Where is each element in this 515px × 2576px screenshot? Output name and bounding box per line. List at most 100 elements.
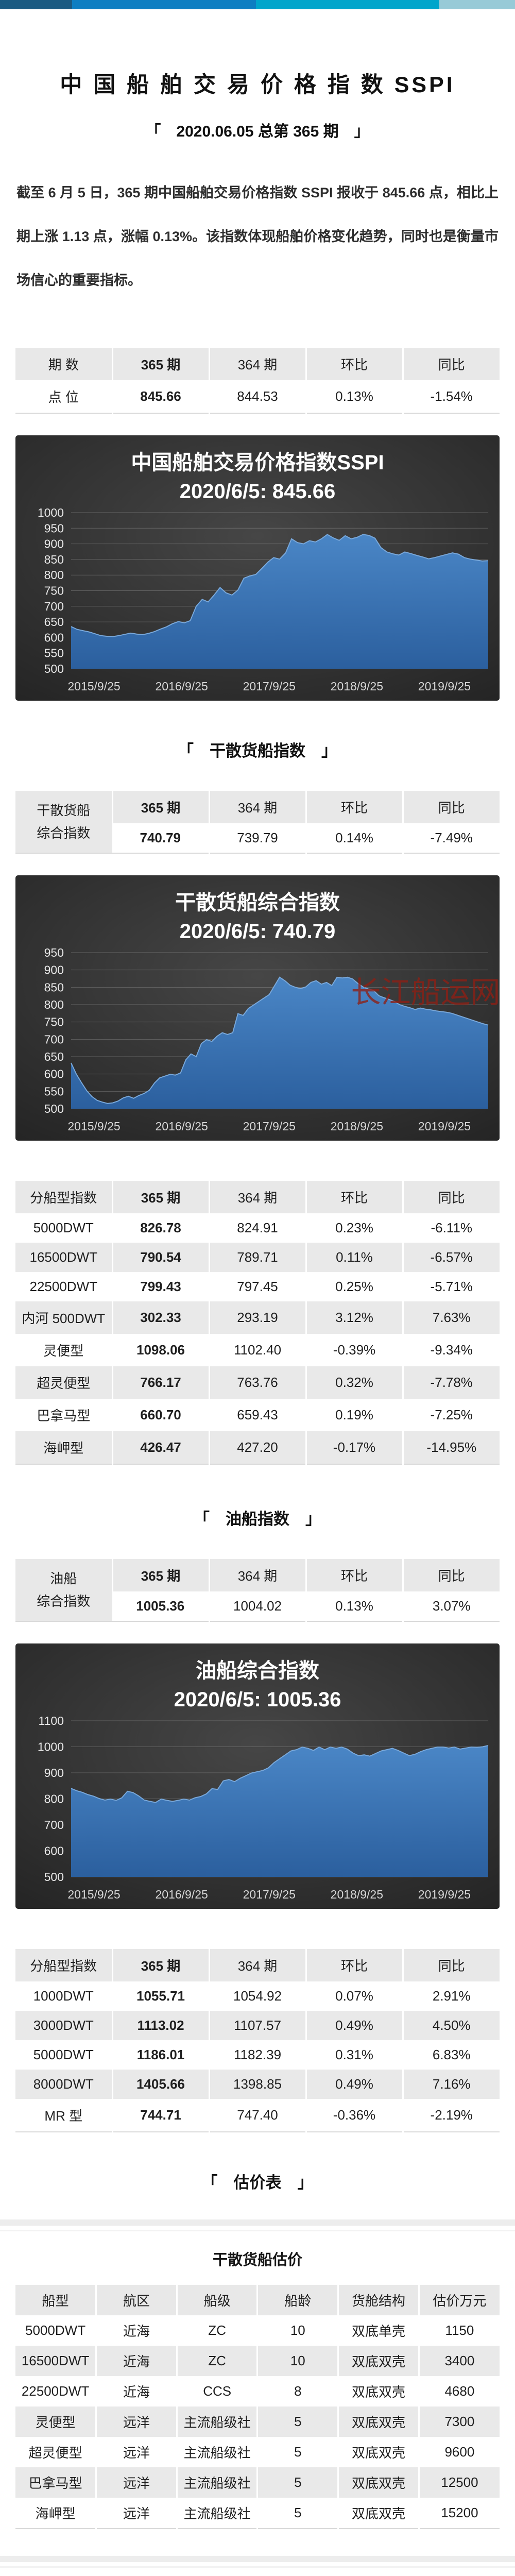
dry-bulk-composite-table: 干散货船 综合指数 365 期 364 期环比 同比 740.79 739.79 0.14% -…: [15, 791, 500, 854]
table-row: 海岬型 远洋 主流船级社 5 双底双壳 15200: [15, 2498, 500, 2529]
svg-text:2015/9/25: 2015/9/25: [67, 680, 120, 693]
table-cell: ZC: [176, 2346, 258, 2376]
table-cell: 9600: [418, 2437, 500, 2467]
table-cell: 近海: [95, 2376, 177, 2406]
table-cell: 点 位: [48, 389, 79, 405]
table-row: 1000DWT 1055.71 1054.92 0.07% 2.91%: [15, 1981, 500, 2011]
table-cell: 364 期: [208, 791, 306, 823]
table-cell: 同比: [402, 1181, 500, 1213]
svg-text:550: 550: [44, 647, 64, 660]
svg-text:2020/6/5: 845.66: 2020/6/5: 845.66: [180, 480, 335, 503]
composite-index-label: 干散货船 综合指数: [15, 791, 112, 853]
table-cell: 同比: [402, 348, 500, 380]
table-cell: 7.63%: [402, 1301, 500, 1334]
table-cell: 365 期: [111, 348, 209, 380]
table-row: 超灵便型 远洋 主流船级社 5 双底双壳 9600: [15, 2437, 500, 2467]
svg-text:850: 850: [44, 553, 64, 566]
table-cell: 364 期: [208, 348, 306, 380]
table-cell: 估价万元: [418, 2285, 500, 2315]
svg-text:2017/9/25: 2017/9/25: [243, 680, 296, 693]
svg-text:2018/9/25: 2018/9/25: [331, 1888, 383, 1901]
svg-text:650: 650: [44, 615, 64, 629]
table-cell: 826.78: [111, 1213, 209, 1243]
table-cell: 1102.40: [208, 1334, 306, 1366]
sspi-chart: 中国船舶交易价格指数SSPI 2020/6/5: 845.66 500 550 600 6…: [15, 435, 500, 701]
table-cell: -6.57%: [402, 1243, 500, 1272]
table-row: 5000DWT 826.78 824.91 0.23% -6.11%: [15, 1213, 500, 1243]
table-cell: 7.16%: [402, 2070, 500, 2099]
svg-text:2019/9/25: 2019/9/25: [418, 680, 471, 693]
table-cell: -7.25%: [402, 1399, 500, 1431]
table-cell: 分船型指数: [15, 1949, 112, 1981]
table-cell: 5000DWT: [25, 2323, 86, 2338]
table-cell: MR 型: [44, 2108, 83, 2124]
table-cell: 0.23%: [305, 1213, 403, 1243]
svg-text:650: 650: [44, 1050, 64, 1063]
table-cell: 0.11%: [305, 1243, 403, 1272]
table-cell: 1150: [418, 2315, 500, 2346]
table-cell: 16500DWT: [15, 1243, 112, 1272]
svg-text:950: 950: [44, 521, 64, 535]
table-cell: 5000DWT: [33, 1220, 94, 1235]
oil-chart-wrap: 油船综合指数 2020/6/5: 1005.36 500 600 700 800 900 10…: [0, 1643, 515, 1909]
table-cell: 293.19: [208, 1301, 306, 1334]
table-cell: 灵便型: [43, 1343, 84, 1359]
table-row: 灵便型 1098.06 1102.40 -0.39% -9.34%: [15, 1334, 500, 1366]
svg-text:2019/9/25: 2019/9/25: [418, 1888, 471, 1901]
table-cell: 0.13%: [305, 1591, 403, 1621]
table-cell: 4680: [418, 2376, 500, 2406]
table-cell: 海岬型: [35, 2506, 76, 2521]
composite-index-label: 油船 综合指数: [15, 1559, 112, 1621]
table-cell: 845.66: [111, 380, 209, 413]
table-row: 超灵便型 766.17 763.76 0.32% -7.78%: [15, 1366, 500, 1399]
table-row: 8000DWT 1405.66 1398.85 0.49% 7.16%: [15, 2070, 500, 2099]
svg-text:700: 700: [44, 1032, 64, 1046]
dry-bulk-section-title: 「 干散货船指数 」: [178, 742, 337, 760]
oil-section-title: 「 油船指数 」: [194, 1510, 321, 1528]
table-cell: 739.79: [208, 823, 306, 853]
svg-text:2017/9/25: 2017/9/25: [243, 1120, 296, 1133]
bar-dark-blue: [0, 0, 72, 9]
table-row: 5000DWT 1186.01 1182.39 0.31% 6.83%: [15, 2040, 500, 2070]
section-divider-2: [0, 2556, 515, 2568]
table-cell: 763.76: [208, 1366, 306, 1399]
table-cell: 1055.71: [111, 1981, 209, 2011]
table-cell: 747.40: [208, 2099, 306, 2132]
table-cell: 0.13%: [305, 380, 403, 413]
divider-line: [0, 2566, 515, 2568]
table-cell: 789.71: [208, 1243, 306, 1272]
table-cell: 766.17: [111, 1366, 209, 1399]
svg-text:800: 800: [44, 568, 64, 582]
table-cell: 302.33: [111, 1301, 209, 1334]
svg-text:油船综合指数: 油船综合指数: [196, 1659, 319, 1682]
valuation-section-title: 「 估价表 」: [201, 2174, 314, 2192]
table-cell: 0.07%: [305, 1981, 403, 2011]
table-cell: 0.32%: [305, 1366, 403, 1399]
divider-line: [0, 2230, 515, 2231]
svg-text:2018/9/25: 2018/9/25: [331, 1120, 383, 1133]
table-cell: 790.54: [111, 1243, 209, 1272]
table-cell: -1.54%: [402, 380, 500, 413]
table-cell: 环比: [305, 791, 403, 823]
table-cell: -2.19%: [402, 2099, 500, 2132]
table-cell: 0.49%: [305, 2070, 403, 2099]
section-divider: [0, 2219, 515, 2231]
table-cell: 0.19%: [305, 1399, 403, 1431]
svg-text:950: 950: [44, 946, 64, 959]
table-cell: 799.43: [111, 1272, 209, 1301]
divider-bar: [0, 2219, 515, 2226]
table-cell: 分船型指数: [15, 1181, 112, 1213]
table-cell: 船型: [15, 2285, 96, 2315]
table-row: 3000DWT 1113.02 1107.57 0.49% 4.50%: [15, 2011, 500, 2040]
table-cell: 22500DWT: [21, 2383, 90, 2399]
table-row: 点 位 845.66 844.53 0.13% -1.54%: [15, 380, 500, 413]
table-cell: 0.31%: [305, 2040, 403, 2070]
dry-valuation-table: 船型 航区 船级 船龄 货舱结构 估价万元 5000DWT 近海 ZC 10 双底单壳 1150 165…: [15, 2285, 500, 2529]
table-cell: 5: [256, 2406, 338, 2437]
table-row: 22500DWT 799.43 797.45 0.25% -5.71%: [15, 1272, 500, 1301]
table-row: 16500DWT 790.54 789.71 0.11% -6.57%: [15, 1243, 500, 1272]
table-cell: 双底双壳: [337, 2346, 419, 2376]
table-row: 22500DWT 近海 CCS 8 双底双壳 4680: [15, 2376, 500, 2406]
table-cell: 5: [256, 2437, 338, 2467]
svg-text:2018/9/25: 2018/9/25: [331, 680, 383, 693]
